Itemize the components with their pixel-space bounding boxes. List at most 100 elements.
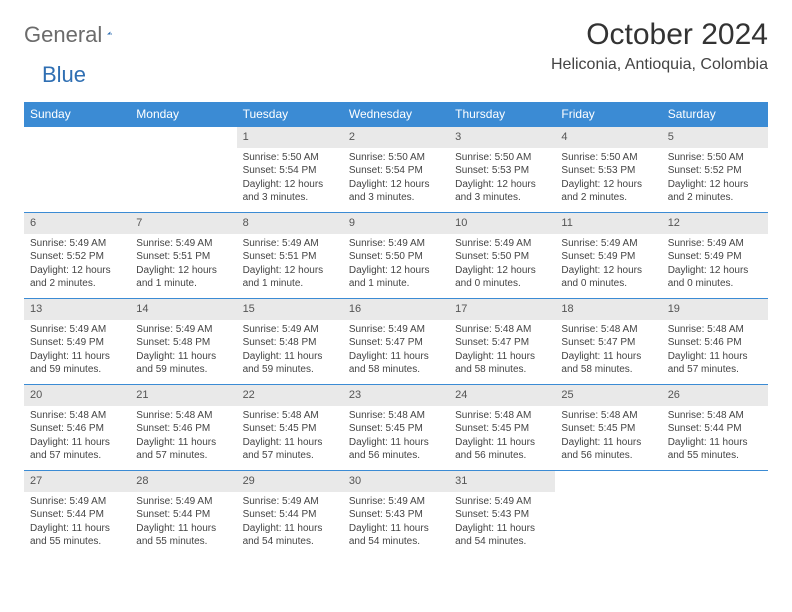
day-number: 12 (662, 213, 768, 234)
day-info: Sunrise: 5:48 AMSunset: 5:46 PMDaylight:… (130, 406, 236, 467)
calendar-week-row: 20Sunrise: 5:48 AMSunset: 5:46 PMDayligh… (24, 385, 768, 471)
day-number: 8 (237, 213, 343, 234)
day-info: Sunrise: 5:48 AMSunset: 5:45 PMDaylight:… (555, 406, 661, 467)
calendar-day-cell: 2Sunrise: 5:50 AMSunset: 5:54 PMDaylight… (343, 127, 449, 213)
day-number: 11 (555, 213, 661, 234)
calendar-body: 1Sunrise: 5:50 AMSunset: 5:54 PMDaylight… (24, 127, 768, 557)
weekday-header: Monday (130, 102, 236, 127)
calendar-day-cell: 13Sunrise: 5:49 AMSunset: 5:49 PMDayligh… (24, 299, 130, 385)
day-info: Sunrise: 5:49 AMSunset: 5:50 PMDaylight:… (449, 234, 555, 295)
calendar-day-cell: 8Sunrise: 5:49 AMSunset: 5:51 PMDaylight… (237, 213, 343, 299)
calendar-day-cell: 23Sunrise: 5:48 AMSunset: 5:45 PMDayligh… (343, 385, 449, 471)
day-info: Sunrise: 5:50 AMSunset: 5:53 PMDaylight:… (555, 148, 661, 209)
calendar-day-cell (24, 127, 130, 213)
calendar-day-cell: 4Sunrise: 5:50 AMSunset: 5:53 PMDaylight… (555, 127, 661, 213)
weekday-header: Wednesday (343, 102, 449, 127)
calendar-day-cell: 14Sunrise: 5:49 AMSunset: 5:48 PMDayligh… (130, 299, 236, 385)
calendar-day-cell (130, 127, 236, 213)
day-number: 4 (555, 127, 661, 148)
day-number: 21 (130, 385, 236, 406)
day-info: Sunrise: 5:49 AMSunset: 5:50 PMDaylight:… (343, 234, 449, 295)
weekday-header-row: SundayMondayTuesdayWednesdayThursdayFrid… (24, 102, 768, 127)
calendar-day-cell: 26Sunrise: 5:48 AMSunset: 5:44 PMDayligh… (662, 385, 768, 471)
calendar-day-cell: 28Sunrise: 5:49 AMSunset: 5:44 PMDayligh… (130, 471, 236, 557)
day-number: 9 (343, 213, 449, 234)
day-info: Sunrise: 5:49 AMSunset: 5:51 PMDaylight:… (130, 234, 236, 295)
day-number: 14 (130, 299, 236, 320)
day-number: 24 (449, 385, 555, 406)
calendar-day-cell: 5Sunrise: 5:50 AMSunset: 5:52 PMDaylight… (662, 127, 768, 213)
calendar-day-cell: 10Sunrise: 5:49 AMSunset: 5:50 PMDayligh… (449, 213, 555, 299)
day-info: Sunrise: 5:48 AMSunset: 5:46 PMDaylight:… (662, 320, 768, 381)
day-number: 31 (449, 471, 555, 492)
logo-text-blue: Blue (42, 62, 86, 88)
day-info: Sunrise: 5:48 AMSunset: 5:44 PMDaylight:… (662, 406, 768, 467)
calendar-day-cell: 15Sunrise: 5:49 AMSunset: 5:48 PMDayligh… (237, 299, 343, 385)
day-number: 5 (662, 127, 768, 148)
calendar-day-cell: 21Sunrise: 5:48 AMSunset: 5:46 PMDayligh… (130, 385, 236, 471)
weekday-header: Friday (555, 102, 661, 127)
weekday-header: Tuesday (237, 102, 343, 127)
calendar-day-cell: 22Sunrise: 5:48 AMSunset: 5:45 PMDayligh… (237, 385, 343, 471)
title-block: October 2024 Heliconia, Antioquia, Colom… (551, 18, 768, 74)
calendar-day-cell: 25Sunrise: 5:48 AMSunset: 5:45 PMDayligh… (555, 385, 661, 471)
day-number: 23 (343, 385, 449, 406)
day-info: Sunrise: 5:49 AMSunset: 5:48 PMDaylight:… (130, 320, 236, 381)
day-info: Sunrise: 5:50 AMSunset: 5:53 PMDaylight:… (449, 148, 555, 209)
day-number: 25 (555, 385, 661, 406)
day-number: 30 (343, 471, 449, 492)
day-number: 1 (237, 127, 343, 148)
day-info: Sunrise: 5:48 AMSunset: 5:45 PMDaylight:… (449, 406, 555, 467)
day-info: Sunrise: 5:49 AMSunset: 5:48 PMDaylight:… (237, 320, 343, 381)
calendar-day-cell: 3Sunrise: 5:50 AMSunset: 5:53 PMDaylight… (449, 127, 555, 213)
logo-text-general: General (24, 22, 102, 48)
day-number: 17 (449, 299, 555, 320)
day-info: Sunrise: 5:49 AMSunset: 5:51 PMDaylight:… (237, 234, 343, 295)
calendar-day-cell: 17Sunrise: 5:48 AMSunset: 5:47 PMDayligh… (449, 299, 555, 385)
day-info: Sunrise: 5:50 AMSunset: 5:54 PMDaylight:… (343, 148, 449, 209)
day-number: 19 (662, 299, 768, 320)
weekday-header: Sunday (24, 102, 130, 127)
calendar-day-cell: 19Sunrise: 5:48 AMSunset: 5:46 PMDayligh… (662, 299, 768, 385)
day-number: 18 (555, 299, 661, 320)
logo: General (24, 18, 135, 48)
day-info: Sunrise: 5:48 AMSunset: 5:45 PMDaylight:… (343, 406, 449, 467)
calendar-day-cell: 6Sunrise: 5:49 AMSunset: 5:52 PMDaylight… (24, 213, 130, 299)
day-number: 6 (24, 213, 130, 234)
day-number: 13 (24, 299, 130, 320)
day-info: Sunrise: 5:49 AMSunset: 5:44 PMDaylight:… (130, 492, 236, 553)
day-number: 20 (24, 385, 130, 406)
calendar-table: SundayMondayTuesdayWednesdayThursdayFrid… (24, 102, 768, 557)
calendar-day-cell: 30Sunrise: 5:49 AMSunset: 5:43 PMDayligh… (343, 471, 449, 557)
calendar-day-cell: 11Sunrise: 5:49 AMSunset: 5:49 PMDayligh… (555, 213, 661, 299)
day-info: Sunrise: 5:48 AMSunset: 5:47 PMDaylight:… (449, 320, 555, 381)
day-number: 27 (24, 471, 130, 492)
calendar-day-cell: 1Sunrise: 5:50 AMSunset: 5:54 PMDaylight… (237, 127, 343, 213)
calendar-day-cell: 12Sunrise: 5:49 AMSunset: 5:49 PMDayligh… (662, 213, 768, 299)
day-number: 15 (237, 299, 343, 320)
day-info: Sunrise: 5:49 AMSunset: 5:49 PMDaylight:… (555, 234, 661, 295)
calendar-day-cell: 29Sunrise: 5:49 AMSunset: 5:44 PMDayligh… (237, 471, 343, 557)
day-number: 29 (237, 471, 343, 492)
calendar-day-cell: 24Sunrise: 5:48 AMSunset: 5:45 PMDayligh… (449, 385, 555, 471)
calendar-day-cell: 31Sunrise: 5:49 AMSunset: 5:43 PMDayligh… (449, 471, 555, 557)
day-info: Sunrise: 5:49 AMSunset: 5:52 PMDaylight:… (24, 234, 130, 295)
day-number: 28 (130, 471, 236, 492)
day-number: 22 (237, 385, 343, 406)
calendar-day-cell: 18Sunrise: 5:48 AMSunset: 5:47 PMDayligh… (555, 299, 661, 385)
day-info: Sunrise: 5:48 AMSunset: 5:45 PMDaylight:… (237, 406, 343, 467)
calendar-day-cell: 7Sunrise: 5:49 AMSunset: 5:51 PMDaylight… (130, 213, 236, 299)
day-info: Sunrise: 5:49 AMSunset: 5:47 PMDaylight:… (343, 320, 449, 381)
day-info: Sunrise: 5:48 AMSunset: 5:46 PMDaylight:… (24, 406, 130, 467)
calendar-week-row: 27Sunrise: 5:49 AMSunset: 5:44 PMDayligh… (24, 471, 768, 557)
weekday-header: Saturday (662, 102, 768, 127)
day-info: Sunrise: 5:50 AMSunset: 5:52 PMDaylight:… (662, 148, 768, 209)
day-info: Sunrise: 5:49 AMSunset: 5:43 PMDaylight:… (449, 492, 555, 553)
day-info: Sunrise: 5:49 AMSunset: 5:43 PMDaylight:… (343, 492, 449, 553)
day-info: Sunrise: 5:49 AMSunset: 5:49 PMDaylight:… (662, 234, 768, 295)
day-number: 26 (662, 385, 768, 406)
calendar-week-row: 1Sunrise: 5:50 AMSunset: 5:54 PMDaylight… (24, 127, 768, 213)
day-number: 16 (343, 299, 449, 320)
day-info: Sunrise: 5:50 AMSunset: 5:54 PMDaylight:… (237, 148, 343, 209)
day-number: 3 (449, 127, 555, 148)
